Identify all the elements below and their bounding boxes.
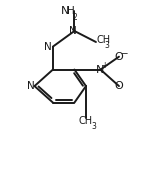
Text: CH: CH (79, 116, 93, 126)
Text: N: N (69, 26, 77, 36)
Text: N: N (44, 42, 52, 52)
Text: N: N (61, 6, 70, 16)
Text: N: N (96, 65, 104, 75)
Text: 3: 3 (92, 122, 97, 130)
Text: O: O (115, 81, 123, 91)
Text: CH: CH (97, 35, 111, 45)
Text: H: H (67, 6, 74, 16)
Text: 2: 2 (73, 13, 78, 22)
Text: N: N (27, 81, 35, 91)
Text: O: O (115, 52, 123, 62)
Text: 3: 3 (104, 41, 109, 50)
Text: +: + (101, 61, 108, 70)
Text: −: − (120, 48, 127, 57)
